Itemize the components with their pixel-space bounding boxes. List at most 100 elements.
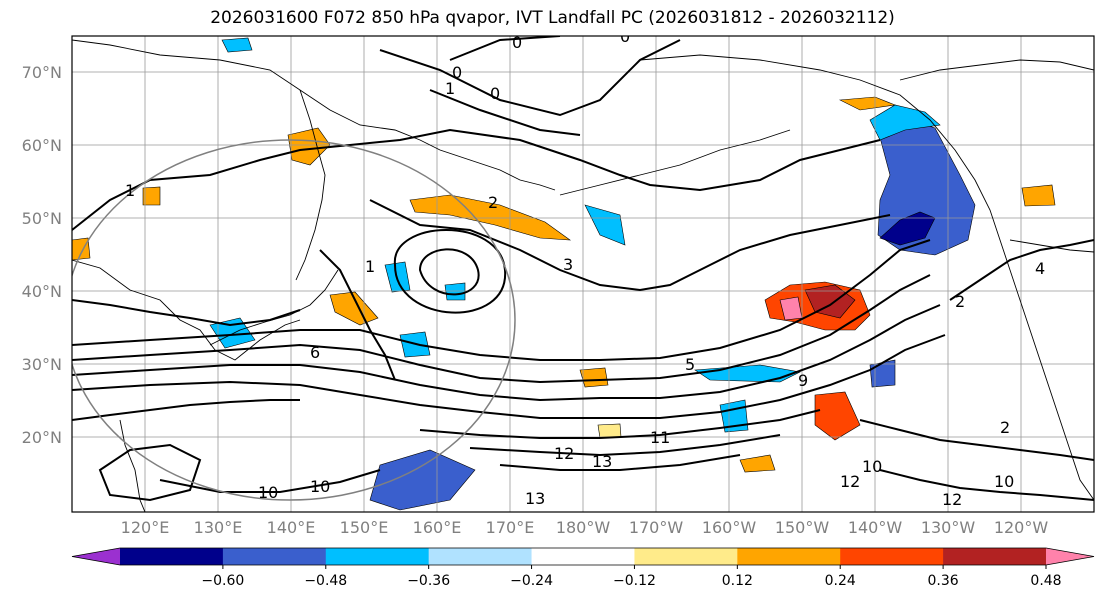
contour-label: 12 — [942, 490, 962, 509]
shading-gulf-orange — [838, 96, 897, 111]
graticule — [72, 36, 1094, 512]
lat-label: 30°N — [22, 355, 62, 374]
contour-label: 2 — [1000, 418, 1010, 437]
contour-label: 10 — [862, 457, 882, 476]
contour-jet-1 — [72, 239, 931, 361]
colorbar-segment — [428, 548, 533, 565]
contour-label: 3 — [563, 255, 573, 274]
longitude-labels: 120°E 130°E 140°E 150°E 160°E 170°E 180°… — [121, 518, 1049, 537]
contour-label: 13 — [525, 489, 545, 508]
colorbar-tick-label: 0.48 — [1030, 573, 1061, 589]
colorbar-tick-label: 0.36 — [928, 573, 959, 589]
contour-jet-2 — [72, 274, 931, 384]
lon-label: 170°E — [486, 518, 535, 537]
contour-label: 1 — [365, 257, 375, 276]
lon-label: 150°E — [340, 518, 389, 537]
lon-label: 180°W — [556, 518, 611, 537]
lat-label: 40°N — [22, 282, 62, 301]
contour-ne-1 — [949, 239, 1094, 301]
lat-label: 60°N — [22, 136, 62, 155]
contour-label: 9 — [798, 371, 808, 390]
coast-nwamerica — [1009, 269, 1094, 501]
landfall-region-circle — [72, 139, 516, 501]
contour-ring-aleutian — [369, 199, 891, 292]
lon-label: 140°E — [267, 518, 316, 537]
contour-jet-3 — [72, 304, 941, 402]
contour-label-layer: 0 0 0 0 1 1 1 2 3 5 6 9 10 10 11 12 13 1… — [125, 27, 1045, 509]
shading-small-orange-3 — [1021, 184, 1056, 207]
colorbar-tick-label: −0.12 — [613, 573, 656, 589]
contour-label: 0 — [512, 33, 522, 52]
colorbar-segment — [943, 548, 1047, 565]
contour-label: 0 — [620, 27, 630, 46]
shading-small-orange-6 — [597, 423, 622, 439]
contour-label: 12 — [554, 444, 574, 463]
contour-label: 10 — [994, 472, 1014, 491]
contour-label: 13 — [592, 452, 612, 471]
contour-11 — [419, 409, 821, 439]
contour-low-ring-2 — [393, 229, 507, 314]
contour-label: 10 — [310, 477, 330, 496]
contour-label: 12 — [840, 472, 860, 491]
colorbar-tick-label: 0.24 — [825, 573, 856, 589]
coast-siberia — [72, 39, 556, 191]
shading-aleutian-orange — [409, 194, 572, 241]
contour-label: 6 — [310, 343, 320, 362]
lon-label: 120°W — [994, 518, 1049, 537]
lat-label: 70°N — [22, 63, 62, 82]
contour-w-1 — [72, 299, 301, 327]
lon-label: 140°W — [848, 518, 903, 537]
lat-label: 50°N — [22, 209, 62, 228]
contour-1-north — [72, 128, 881, 231]
contour-12 — [469, 434, 781, 457]
colorbar-segment — [120, 548, 224, 565]
contour-label: 10 — [258, 483, 278, 502]
contour-sw-ring — [98, 443, 202, 502]
contour-label: 2 — [955, 292, 965, 311]
contour-0-a — [379, 39, 681, 117]
contour-ne-2 — [859, 419, 1094, 461]
colorbar-segment — [325, 548, 430, 565]
coast-china-korea — [72, 259, 301, 361]
contour-13 — [499, 454, 741, 471]
coast-alaska — [639, 54, 1011, 271]
colorbar-tick-label: −0.48 — [304, 573, 347, 589]
colorbar-segment — [840, 548, 944, 565]
coast-canada — [899, 59, 1094, 81]
lon-label: 120°E — [121, 518, 170, 537]
contour-label: 0 — [452, 63, 462, 82]
contour-label: 5 — [685, 355, 695, 374]
coast-kamchatka — [295, 89, 326, 281]
colorbar-segment — [222, 548, 327, 565]
latitude-labels: 70°N 60°N 50°N 40°N 30°N 20°N — [22, 63, 62, 447]
contour-japan-trough — [319, 249, 396, 381]
contour-ne-3 — [879, 469, 1094, 501]
contour-label: 1 — [445, 79, 455, 98]
shading-pacific-blue-3 — [584, 204, 626, 246]
coast-aleutians — [559, 129, 791, 196]
coastlines — [72, 39, 1094, 512]
shading-nepacific-darkred — [804, 284, 856, 319]
lon-label: 130°E — [194, 518, 243, 537]
ivt-contours — [72, 36, 1094, 502]
map-layers: 0 0 0 0 1 1 1 2 3 5 6 9 10 10 11 12 13 1… — [72, 27, 1094, 512]
lon-label: 130°W — [921, 518, 976, 537]
colorbar-tick-label: −0.24 — [510, 573, 553, 589]
lon-label: 170°W — [629, 518, 684, 537]
contour-0-b — [429, 89, 581, 136]
shading-subtropics-orange — [814, 391, 861, 441]
colorbar-segment — [634, 548, 738, 565]
colorbar-extend-low — [72, 548, 120, 565]
lat-label: 20°N — [22, 428, 62, 447]
lon-label: 160°W — [702, 518, 757, 537]
contour-label: 1 — [125, 181, 135, 200]
lon-label: 150°W — [775, 518, 830, 537]
shading-small-orange-1 — [579, 367, 609, 388]
lon-label: 160°E — [413, 518, 462, 537]
contour-label: 2 — [488, 193, 498, 212]
shading-pacific-blue-2 — [369, 449, 476, 511]
shading-pacific-blue-5 — [221, 37, 253, 53]
colorbar — [71, 547, 1095, 566]
coast-taiwan-philippines — [119, 419, 146, 512]
shading-small-orange-2 — [739, 454, 776, 473]
